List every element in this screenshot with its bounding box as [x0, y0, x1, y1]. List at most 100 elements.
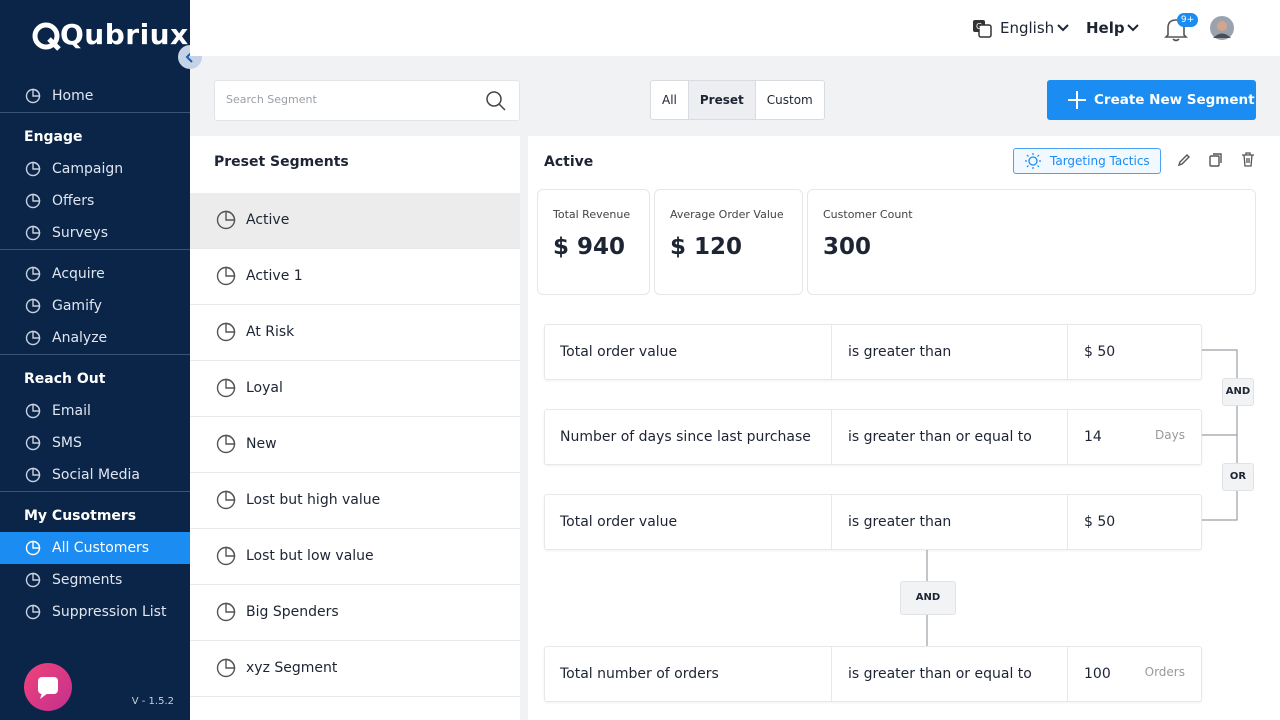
item-icon [25, 403, 41, 419]
segment-label: Big Spenders [246, 604, 339, 620]
rule-field: Total order value [560, 514, 678, 530]
language[interactable]: English [1000, 19, 1055, 37]
icon-slice [32, 435, 41, 444]
stat-label: Total Revenue [553, 208, 631, 221]
segment-item[interactable]: Active [190, 193, 520, 249]
segment-list: Preset Segments Active Active 1 At Risk Loy… [190, 136, 520, 720]
segment-item[interactable]: Lost but high value [190, 473, 520, 529]
nav-item[interactable]: Acquire [0, 258, 190, 290]
nav-item[interactable]: Gamify [0, 290, 190, 322]
nav-item[interactable]: SMS [0, 427, 190, 459]
nav-item[interactable]: Home [0, 80, 190, 112]
rule-field: Number of days since last purchase [560, 429, 811, 445]
icon-slice [225, 658, 236, 669]
nav-item[interactable]: Suppression List [0, 596, 190, 628]
segment-label: New [246, 436, 277, 452]
stat-label: Average Order Value [670, 208, 784, 221]
item-icon [25, 266, 41, 282]
nav-label: SMS [52, 435, 82, 451]
icon-slice [32, 88, 41, 97]
nav-item[interactable]: Offers [0, 185, 190, 217]
edit-icon[interactable] [1176, 152, 1192, 168]
stat-card: Total Revenue $ 940 [537, 189, 650, 295]
targeting-button[interactable]: Targeting Tactics [1013, 148, 1161, 174]
rule-value[interactable]: 14 [1067, 410, 1202, 464]
stat-value: $ 120 [670, 234, 743, 260]
rule-unit: Orders [1144, 665, 1185, 679]
segment-item[interactable]: Big Spenders [190, 585, 520, 641]
item-icon [25, 225, 41, 241]
search-placeholder: Search Segment [226, 93, 317, 106]
search-box[interactable]: Search Segment [214, 80, 520, 121]
create-button[interactable]: Create New Segment [1047, 80, 1256, 120]
connector[interactable]: AND [1222, 378, 1254, 406]
rule-operator[interactable]: is greater than or equal to [831, 410, 1068, 464]
connector[interactable]: OR [1222, 463, 1254, 491]
segment-item[interactable]: Loyal [190, 361, 520, 417]
segment-item[interactable]: At Risk [190, 305, 520, 361]
rule-operator[interactable]: is greater than or equal to [831, 647, 1068, 701]
nav-item[interactable]: Segments [0, 564, 190, 596]
stat-card: Average Order Value $ 120 [654, 189, 803, 295]
rule-row: Total order value is greater than $ 50 [544, 324, 1202, 380]
nav-group: My Cusotmers All Customers Segments Suppres… [0, 491, 190, 628]
nav-label: Gamify [52, 298, 102, 314]
rule-row: Number of days since last purchase is gre… [544, 409, 1202, 465]
nav-item[interactable]: Surveys [0, 217, 190, 249]
connector[interactable]: AND [900, 581, 956, 615]
segment-item[interactable]: New [190, 417, 520, 473]
copy-icon[interactable] [1208, 152, 1224, 168]
nav-item[interactable]: Email [0, 395, 190, 427]
stat-value: 300 [823, 234, 872, 260]
icon-slice [32, 572, 41, 581]
icon-slice [32, 467, 41, 476]
version: V - 1.5.2 [131, 696, 174, 707]
icon-slice [32, 225, 41, 234]
chat-button[interactable] [24, 663, 72, 711]
rule-operator[interactable]: is greater than [831, 325, 1068, 379]
item-icon [216, 266, 236, 286]
segment-item[interactable]: xyz Segment [190, 641, 520, 697]
bell-icon[interactable] [1164, 16, 1188, 42]
nav-item[interactable]: Analyze [0, 322, 190, 354]
nav-label: Email [52, 403, 91, 419]
rule-field: Total number of orders [560, 666, 719, 682]
rule-unit: Days [1155, 428, 1185, 442]
tab[interactable]: All [662, 93, 677, 107]
help[interactable]: Help [1086, 19, 1125, 37]
item-icon [25, 435, 41, 451]
nav-heading: Engage [24, 129, 83, 145]
icon-slice [225, 378, 236, 389]
nav: Home Engage Campaign Offers Surveys Acquire Ga… [0, 80, 190, 628]
item-icon [216, 322, 236, 342]
item-icon [25, 298, 41, 314]
nav-label: Surveys [52, 225, 108, 241]
tab[interactable]: Preset [687, 81, 755, 119]
segment-label: Lost but high value [246, 492, 381, 508]
nav-item[interactable]: Social Media [0, 459, 190, 491]
rule-row: Total number of orders is greater than or… [544, 646, 1202, 702]
avatar[interactable] [1210, 16, 1234, 40]
logo: Qubriux [60, 18, 189, 51]
detail-title: Active [544, 154, 594, 170]
rule-value[interactable]: $ 50 [1067, 495, 1202, 549]
nav-item[interactable]: All Customers [0, 532, 190, 564]
rule-operator[interactable]: is greater than [831, 495, 1068, 549]
delete-icon[interactable] [1240, 151, 1256, 167]
item-icon [216, 658, 236, 678]
segment-item[interactable]: Active 1 [190, 249, 520, 305]
nav-item[interactable]: Campaign [0, 153, 190, 185]
icon-slice [225, 266, 236, 277]
nav-label: Suppression List [52, 604, 167, 620]
segment-label: Loyal [246, 380, 283, 396]
tab[interactable]: Custom [754, 81, 824, 119]
stat-value: $ 940 [553, 234, 626, 260]
rule-value[interactable]: $ 50 [1067, 325, 1202, 379]
stat-card: Customer Count 300 [807, 189, 1256, 295]
segment-item[interactable]: Lost but low value [190, 529, 520, 585]
topbar [190, 0, 1280, 56]
plus-icon [1068, 91, 1086, 109]
item-icon [25, 193, 41, 209]
rule-value[interactable]: 100 [1067, 647, 1202, 701]
